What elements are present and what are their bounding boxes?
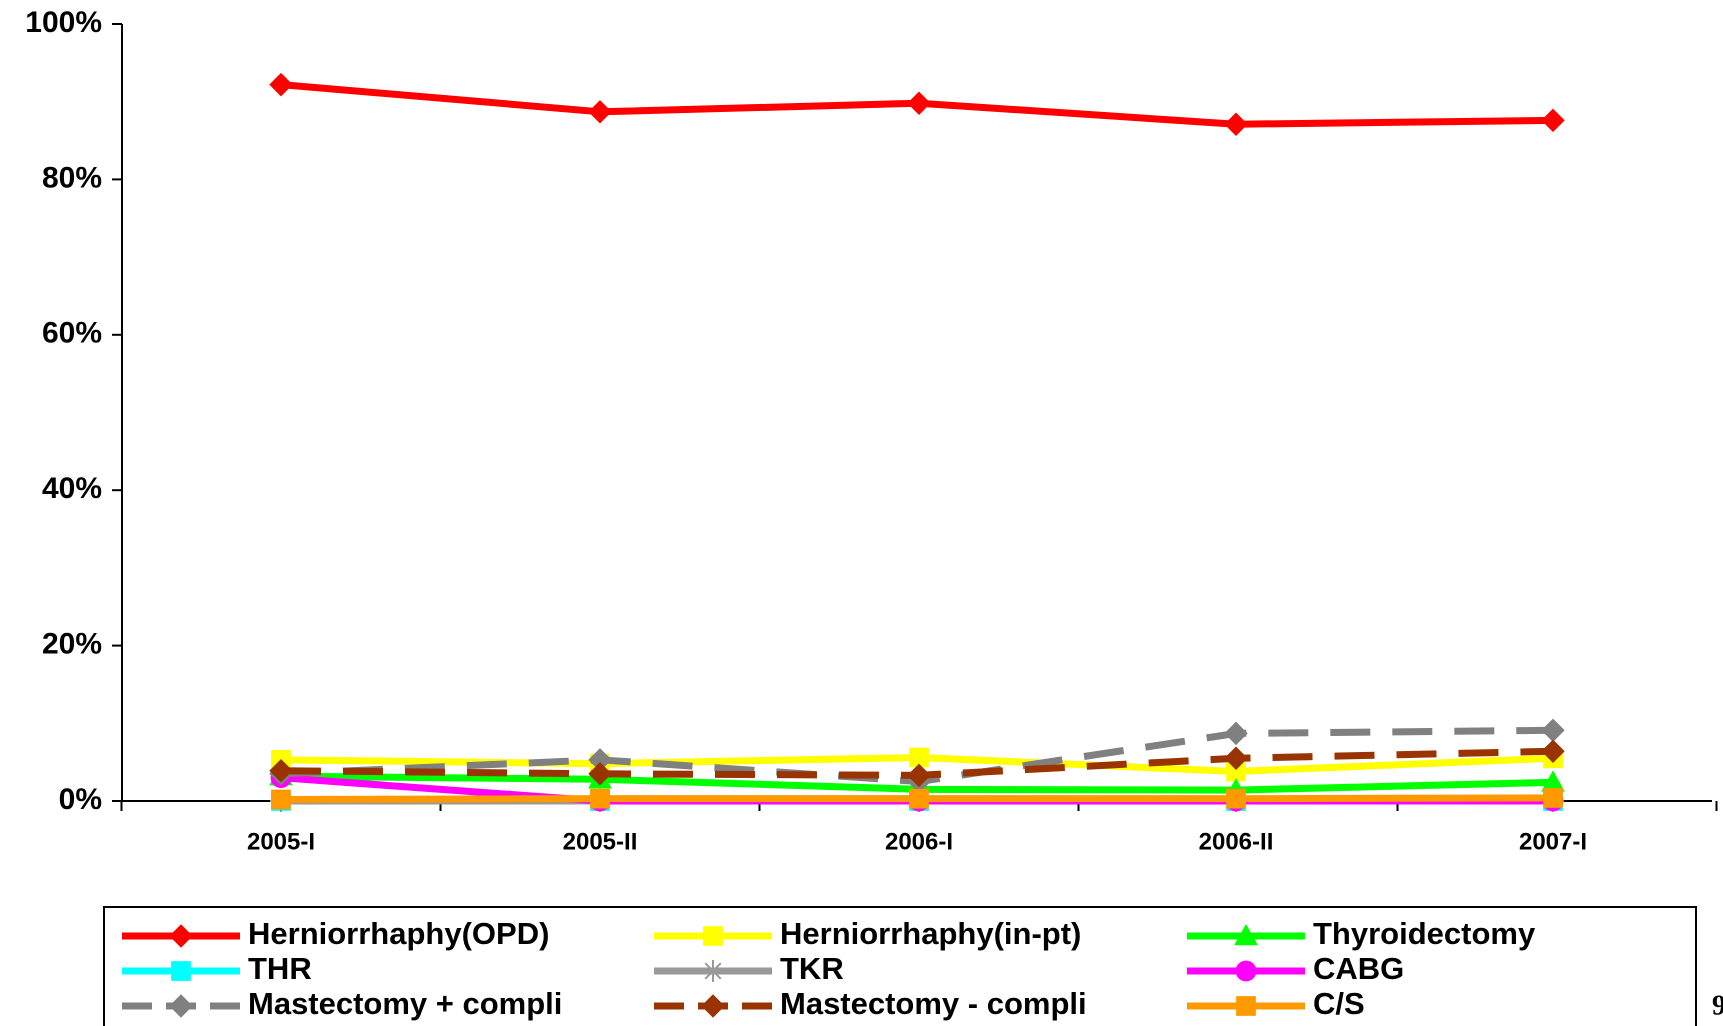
marker	[1224, 746, 1248, 770]
x-tick-label: 2005-II	[563, 828, 638, 855]
marker	[269, 72, 293, 97]
page-number: 9	[1712, 990, 1723, 1021]
legend-label: Herniorrhaphy(in-pt)	[780, 916, 1081, 951]
y-tick-label: 80%	[42, 161, 102, 194]
marker	[171, 961, 191, 981]
marker	[169, 924, 193, 948]
marker	[1543, 788, 1563, 808]
marker	[588, 100, 612, 124]
x-tick-label: 2007-I	[1519, 828, 1587, 855]
marker	[169, 994, 193, 1018]
legend-label: Mastectomy + compli	[248, 986, 562, 1021]
y-tick-label: 60%	[42, 317, 102, 350]
marker	[907, 763, 931, 788]
marker	[588, 762, 612, 786]
legend-label: Herniorrhaphy(OPD)	[248, 916, 549, 951]
x-tick-label: 2006-II	[1199, 828, 1274, 855]
marker	[703, 926, 723, 946]
marker	[1236, 996, 1256, 1016]
marker	[1224, 112, 1248, 136]
marker	[1226, 788, 1246, 809]
legend-label: TKR	[780, 951, 844, 986]
legend-label: Mastectomy - compli	[780, 986, 1087, 1021]
marker	[1541, 718, 1565, 743]
x-tick-label: 2006-I	[885, 828, 953, 855]
marker	[702, 960, 724, 982]
legend-label: C/S	[1313, 986, 1365, 1021]
marker	[1541, 108, 1565, 133]
marker	[1235, 960, 1257, 982]
y-tick-label: 0%	[59, 783, 102, 816]
marker	[269, 758, 293, 783]
legend-box	[103, 906, 1697, 1026]
marker	[1541, 739, 1565, 763]
marker	[590, 788, 610, 809]
marker	[907, 91, 931, 115]
legend-label: Thyroidectomy	[1313, 916, 1536, 951]
y-tick-label: 20%	[42, 628, 102, 661]
x-tick-label: 2005-I	[247, 828, 315, 855]
marker	[1224, 721, 1248, 746]
y-tick-label: 100%	[25, 6, 102, 39]
marker	[271, 789, 291, 810]
y-tick-label: 40%	[42, 472, 102, 505]
marker	[909, 788, 929, 809]
legend-label: THR	[248, 951, 312, 986]
marker	[1234, 923, 1258, 946]
legend-label: CABG	[1313, 951, 1404, 986]
marker	[701, 994, 725, 1018]
